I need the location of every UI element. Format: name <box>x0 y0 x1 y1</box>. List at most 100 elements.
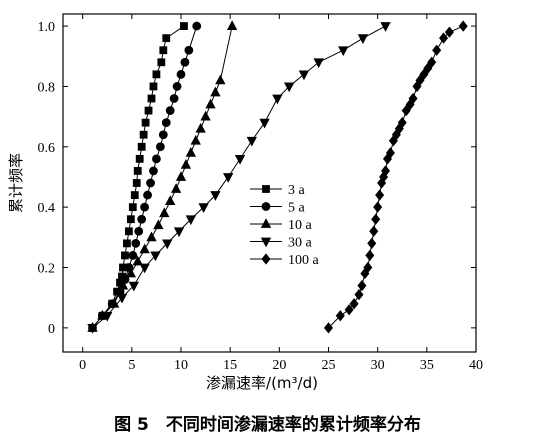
data-point <box>139 243 150 254</box>
data-point <box>298 70 310 81</box>
data-point <box>338 46 349 57</box>
data-point <box>284 82 295 93</box>
data-point <box>165 195 176 206</box>
x-tick-label: 0 <box>79 358 86 373</box>
data-point <box>117 279 129 290</box>
y-axis-label: 累计频率 <box>7 153 25 213</box>
data-point <box>226 20 238 30</box>
data-point <box>137 142 146 151</box>
data-point <box>373 201 383 213</box>
x-axis-label: 渗漏速率/(m³/d) <box>206 374 318 392</box>
data-point <box>153 219 164 230</box>
data-point <box>180 159 192 169</box>
data-point <box>165 106 175 115</box>
data-point <box>439 32 449 44</box>
series-100a <box>323 20 468 334</box>
data-point <box>173 227 185 238</box>
y-tick-label: 1.0 <box>38 20 56 35</box>
legend-marker <box>260 237 272 248</box>
data-point <box>354 289 364 301</box>
legend-label: 3 a <box>288 183 306 198</box>
data-point <box>155 142 165 152</box>
data-point <box>381 165 391 177</box>
data-point <box>365 249 375 262</box>
data-point <box>223 173 234 183</box>
legend-label: 100 a <box>288 253 320 268</box>
data-point <box>335 310 345 322</box>
data-point <box>323 322 334 334</box>
data-point <box>423 62 433 74</box>
data-point <box>200 110 211 121</box>
series-line <box>92 25 386 329</box>
legend-label: 10 a <box>288 218 313 233</box>
data-point <box>369 225 379 237</box>
data-point <box>121 251 129 260</box>
data-point <box>259 118 270 129</box>
data-point <box>130 191 139 199</box>
data-point <box>137 214 147 224</box>
data-point <box>176 69 186 79</box>
data-point <box>234 154 246 165</box>
data-point <box>313 58 324 69</box>
data-point <box>157 58 166 67</box>
data-point <box>246 136 257 147</box>
data-point <box>371 213 381 225</box>
data-point <box>357 34 369 44</box>
series-line <box>92 25 233 329</box>
data-point <box>385 147 395 159</box>
series-5a <box>88 21 202 333</box>
data-point <box>215 74 226 85</box>
legend-marker <box>261 253 271 265</box>
data-point <box>102 311 113 322</box>
data-point <box>419 68 429 80</box>
data-point <box>162 239 173 250</box>
series-layer <box>87 20 468 334</box>
data-point <box>162 34 171 43</box>
figure-caption: 图 5 不同时间渗漏速率的累计频率分布 <box>114 415 421 435</box>
data-point <box>180 57 190 67</box>
legend: 3 a 5 a 10 a 30 a 100 a <box>250 183 320 268</box>
data-point <box>139 263 150 274</box>
data-point <box>146 231 157 242</box>
legend-label: 5 a <box>288 201 306 216</box>
data-point <box>152 70 161 79</box>
data-point <box>205 98 216 109</box>
y-tick-label: 0.8 <box>38 80 56 95</box>
data-point <box>128 281 139 292</box>
data-point <box>375 189 385 201</box>
data-point <box>458 20 468 32</box>
data-point <box>132 179 141 187</box>
plot-area: 0 5 10 15 20 25 30 35 40 0 0.2 0.4 0.6 0.8 1.0 <box>38 13 483 373</box>
x-tick-label: 20 <box>272 358 286 373</box>
data-point <box>210 191 221 201</box>
data-point <box>132 255 143 266</box>
data-point <box>427 56 437 68</box>
data-point <box>380 22 391 32</box>
data-point <box>272 94 283 105</box>
x-tick-label: 5 <box>128 358 135 373</box>
data-point <box>87 323 98 334</box>
data-point <box>139 130 148 139</box>
data-point <box>192 21 202 31</box>
data-point <box>444 26 454 38</box>
data-point <box>357 279 367 292</box>
data-point <box>158 130 168 140</box>
data-point <box>408 92 418 105</box>
y-tick-label: 0.4 <box>38 201 56 216</box>
data-point <box>401 104 411 117</box>
data-point <box>124 227 133 236</box>
legend-marker <box>262 185 270 193</box>
data-point <box>123 239 131 248</box>
data-point <box>147 94 156 103</box>
series-3a <box>88 22 188 332</box>
data-point <box>172 82 182 91</box>
x-tick-label: 15 <box>223 358 237 373</box>
data-point <box>195 122 206 133</box>
data-point <box>128 203 137 212</box>
data-point <box>144 106 153 115</box>
data-point <box>128 251 138 260</box>
x-tick-label: 40 <box>469 358 483 373</box>
series-line <box>328 25 464 329</box>
series-10a <box>87 20 238 332</box>
data-point <box>344 304 354 316</box>
